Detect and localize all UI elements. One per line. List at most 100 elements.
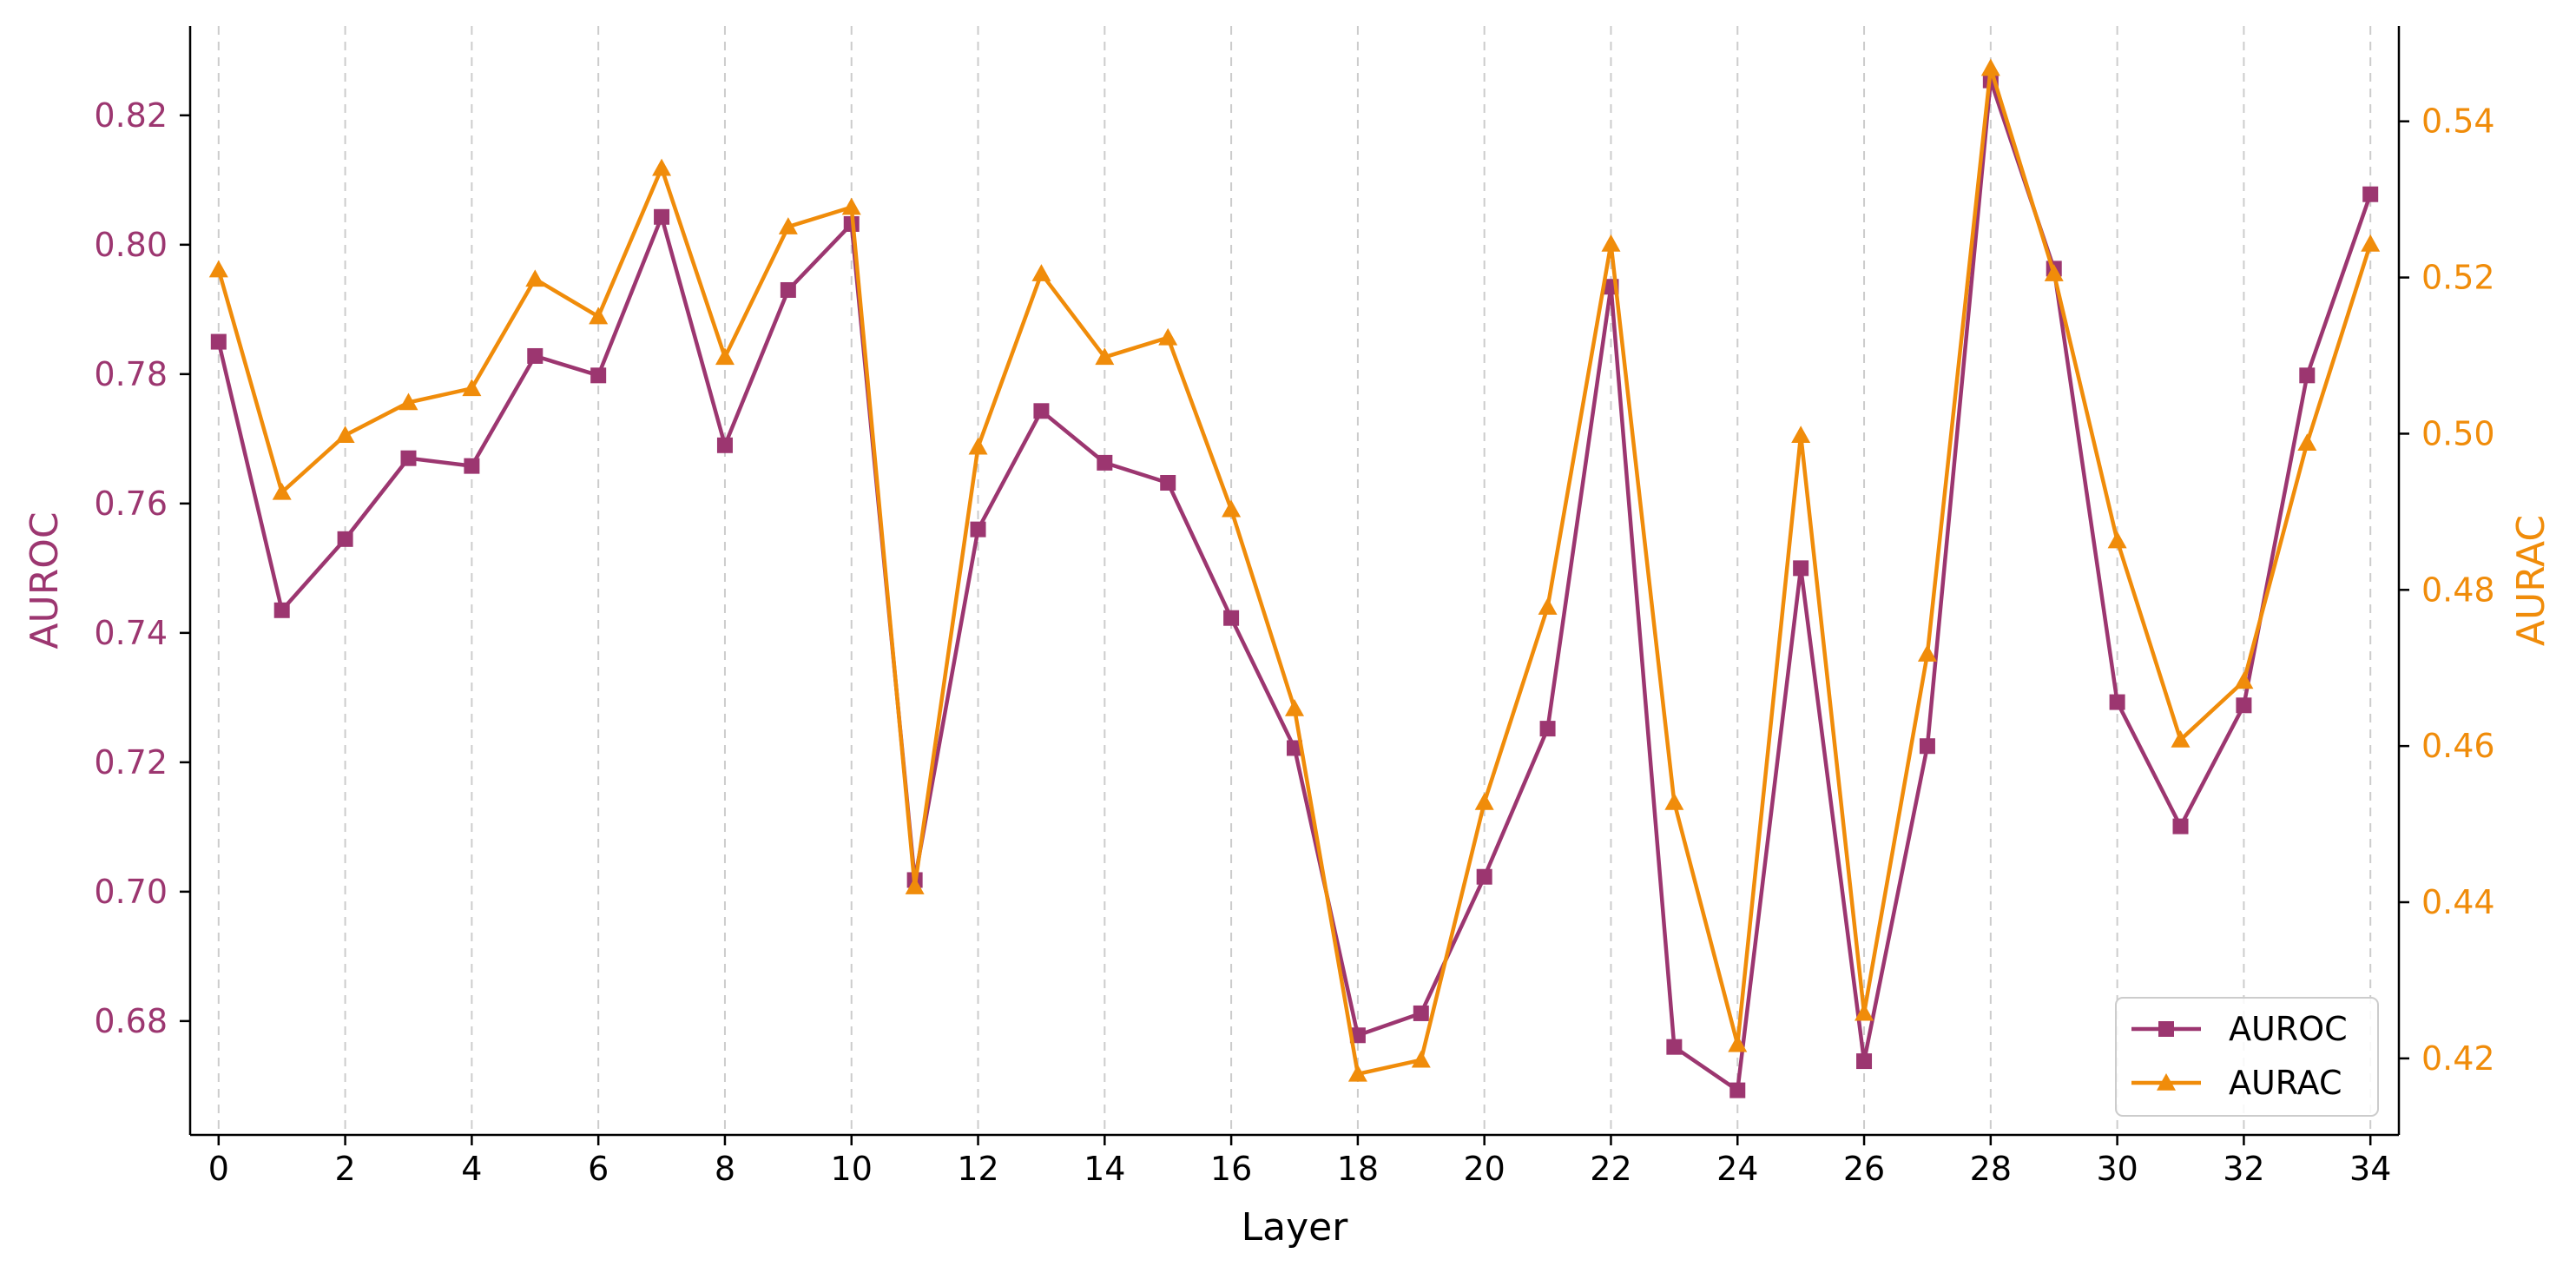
x-tick-label: 28 xyxy=(1970,1150,2012,1188)
x-tick-label: 30 xyxy=(2096,1150,2138,1188)
data-point-auroc xyxy=(654,208,670,225)
data-point-auroc xyxy=(1223,610,1240,626)
data-point-aurac xyxy=(968,437,988,455)
data-point-auroc xyxy=(1033,403,1050,419)
legend-marker xyxy=(2157,1073,2176,1091)
x-tick-label: 34 xyxy=(2349,1150,2391,1188)
data-point-aurac xyxy=(1980,58,2000,76)
data-point-auroc xyxy=(1539,721,1556,737)
x-tick-label: 18 xyxy=(1337,1150,1379,1188)
y-tick-label-right: 0.52 xyxy=(2421,259,2495,297)
data-point-auroc xyxy=(337,531,353,547)
data-point-auroc xyxy=(780,281,796,298)
data-point-aurac xyxy=(1728,1034,1748,1052)
data-point-aurac xyxy=(2297,433,2317,452)
y-tick-label-left: 0.70 xyxy=(94,873,168,911)
data-point-auroc xyxy=(464,458,480,474)
data-point-aurac xyxy=(1601,234,1621,252)
data-point-aurac xyxy=(652,158,672,176)
y-tick-label-right: 0.42 xyxy=(2421,1039,2495,1078)
data-point-aurac xyxy=(1791,425,1811,444)
y-tick-label-left: 0.82 xyxy=(94,96,168,135)
x-tick-label: 10 xyxy=(831,1150,873,1188)
y-tick-label-right: 0.54 xyxy=(2421,102,2495,141)
legend-label: AUROC xyxy=(2229,1010,2348,1048)
data-point-auroc xyxy=(2109,694,2125,710)
data-point-auroc xyxy=(1287,740,1302,756)
y-tick-label-right: 0.46 xyxy=(2421,727,2495,765)
series-line-aurac xyxy=(216,66,2373,1077)
data-point-auroc xyxy=(273,602,290,618)
series-line-auroc xyxy=(216,78,2373,1092)
x-tick-label: 26 xyxy=(1843,1150,1885,1188)
y-tick-label-left: 0.74 xyxy=(94,614,168,652)
legend-item-aurac: AURAC xyxy=(2131,1064,2342,1102)
data-point-aurac xyxy=(399,392,418,411)
data-point-aurac xyxy=(1347,1064,1367,1082)
data-point-aurac xyxy=(1411,1050,1431,1068)
data-point-aurac xyxy=(2234,671,2254,689)
y-tick-label-right: 0.48 xyxy=(2421,571,2495,609)
data-point-aurac xyxy=(2107,531,2127,549)
data-point-aurac xyxy=(208,260,228,278)
series-layer xyxy=(208,58,2381,1098)
data-point-aurac xyxy=(1664,792,1684,810)
legend: AUROC AURAC xyxy=(2115,997,2379,1117)
data-point-aurac xyxy=(335,425,355,444)
data-point-aurac xyxy=(1158,327,1178,346)
data-point-aurac xyxy=(905,877,925,894)
axes: 0 2 4 6 8 10 12 14 16 18 20 22 24 26 28 30 32 340.680.700… xyxy=(23,26,2553,1250)
data-point-aurac xyxy=(1222,499,1242,518)
data-point-auroc xyxy=(1919,738,1935,755)
data-point-auroc xyxy=(2172,818,2189,834)
series-aurac xyxy=(208,58,2381,1082)
data-point-aurac xyxy=(778,217,798,234)
data-point-auroc xyxy=(2362,186,2379,202)
data-point-aurac xyxy=(1095,347,1115,366)
y-tick-label-right: 0.44 xyxy=(2421,883,2495,921)
data-point-auroc xyxy=(1856,1053,1873,1070)
data-point-auroc xyxy=(1413,1005,1429,1021)
data-point-aurac xyxy=(1474,792,1494,810)
y-axis-title-right: AURAC xyxy=(2509,515,2553,646)
x-tick-label: 24 xyxy=(1716,1150,1758,1188)
y-tick-label-left: 0.68 xyxy=(94,1002,168,1040)
data-point-aurac xyxy=(1031,264,1051,281)
x-tick-label: 8 xyxy=(715,1150,735,1188)
data-point-auroc xyxy=(1729,1082,1746,1098)
legend-marker xyxy=(2158,1021,2174,1037)
data-point-auroc xyxy=(1160,474,1176,491)
data-point-auroc xyxy=(1666,1039,1683,1055)
x-tick-label: 12 xyxy=(957,1150,998,1188)
data-point-aurac xyxy=(525,269,545,287)
data-point-aurac xyxy=(715,347,735,366)
data-point-aurac xyxy=(2361,234,2381,252)
x-tick-label: 2 xyxy=(334,1150,355,1188)
data-point-auroc xyxy=(210,333,227,350)
data-point-aurac xyxy=(462,379,482,397)
y-axis-title-left: AUROC xyxy=(23,511,67,649)
legend-label: AURAC xyxy=(2229,1064,2342,1102)
x-tick-label: 20 xyxy=(1464,1150,1505,1188)
y-tick-label-left: 0.76 xyxy=(94,485,168,523)
data-point-auroc xyxy=(400,450,417,466)
data-point-aurac xyxy=(1917,644,1937,662)
data-point-auroc xyxy=(590,367,607,384)
x-tick-label: 32 xyxy=(2223,1150,2264,1188)
data-point-aurac xyxy=(1855,1003,1874,1021)
data-point-aurac xyxy=(2171,729,2191,748)
data-point-auroc xyxy=(1793,560,1809,577)
data-point-auroc xyxy=(970,521,986,538)
data-point-auroc xyxy=(1349,1027,1366,1044)
legend-item-auroc: AUROC xyxy=(2131,1010,2348,1048)
x-tick-label: 0 xyxy=(208,1150,229,1188)
data-point-auroc xyxy=(2299,367,2316,384)
data-point-aurac xyxy=(589,307,609,325)
x-tick-label: 16 xyxy=(1210,1150,1252,1188)
data-point-auroc xyxy=(1097,454,1113,471)
data-point-aurac xyxy=(841,197,861,215)
x-axis-title: Layer xyxy=(1242,1205,1349,1250)
data-point-aurac xyxy=(272,482,292,500)
